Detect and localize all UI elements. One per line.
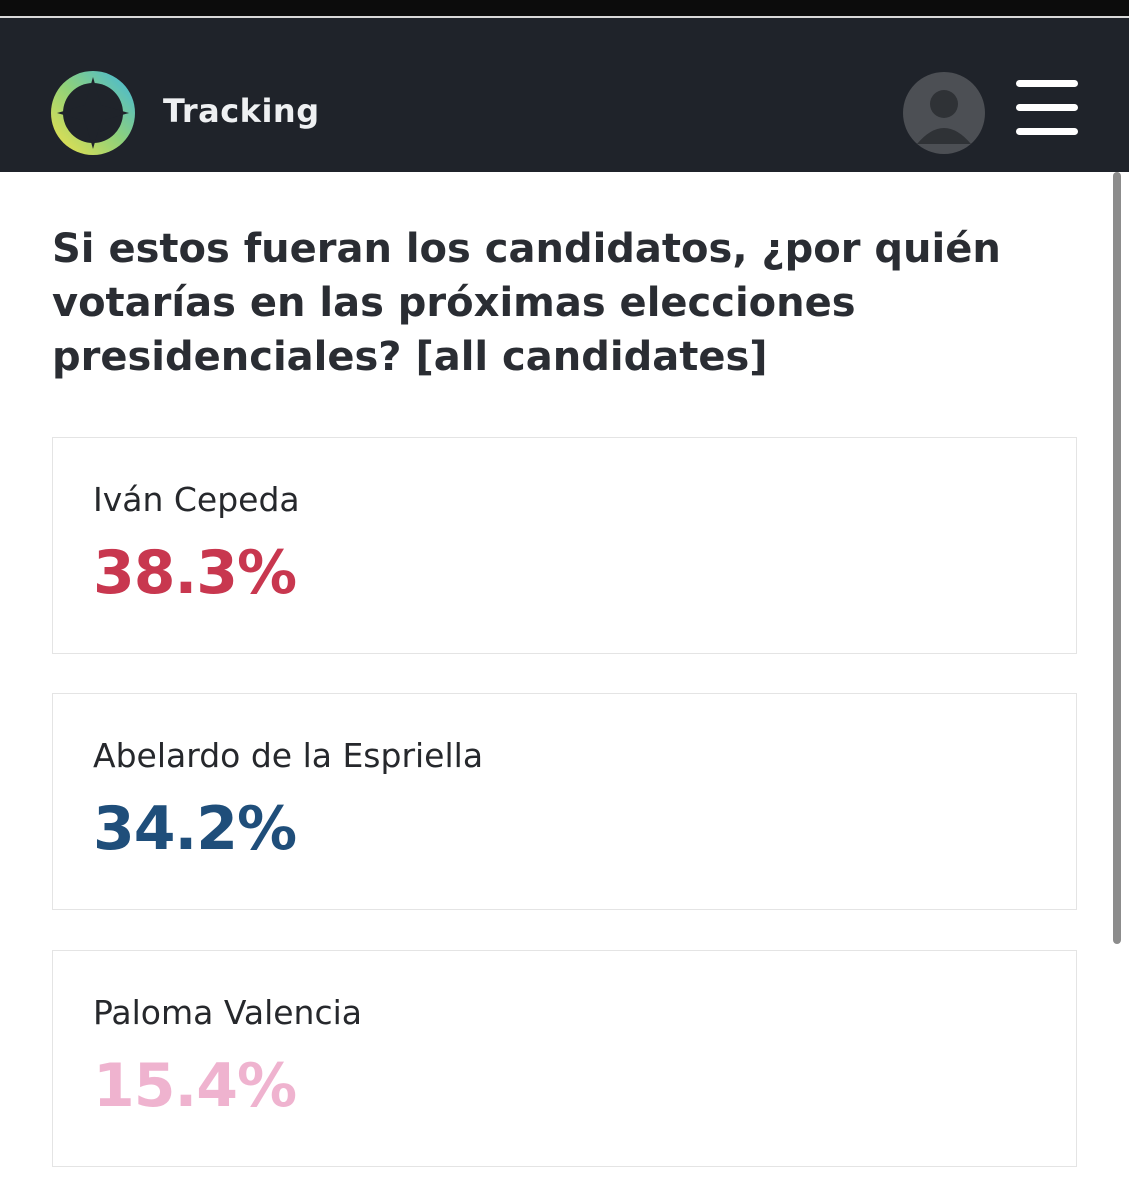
avatar[interactable] [903,72,985,154]
candidate-value: 38.3% [93,538,297,608]
result-card: Abelardo de la Espriella 34.2% [52,693,1077,910]
candidate-value: 15.4% [93,1051,297,1121]
menu-button[interactable] [1016,80,1078,136]
candidate-name: Abelardo de la Espriella [93,736,484,775]
divider [0,16,1129,18]
scrollbar[interactable] [1113,172,1121,944]
app-title[interactable]: Tracking [163,92,320,130]
candidate-name: Iván Cepeda [93,480,300,519]
result-card: Iván Cepeda 38.3% [52,437,1077,654]
candidate-value: 34.2% [93,794,297,864]
logo[interactable] [51,71,135,155]
result-card: Paloma Valencia 15.4% [52,950,1077,1167]
status-bar [0,0,1129,16]
candidate-name: Paloma Valencia [93,993,363,1032]
header: Tracking [0,18,1129,172]
question: Si estos fueran los candidatos, ¿por qui… [52,226,1001,380]
